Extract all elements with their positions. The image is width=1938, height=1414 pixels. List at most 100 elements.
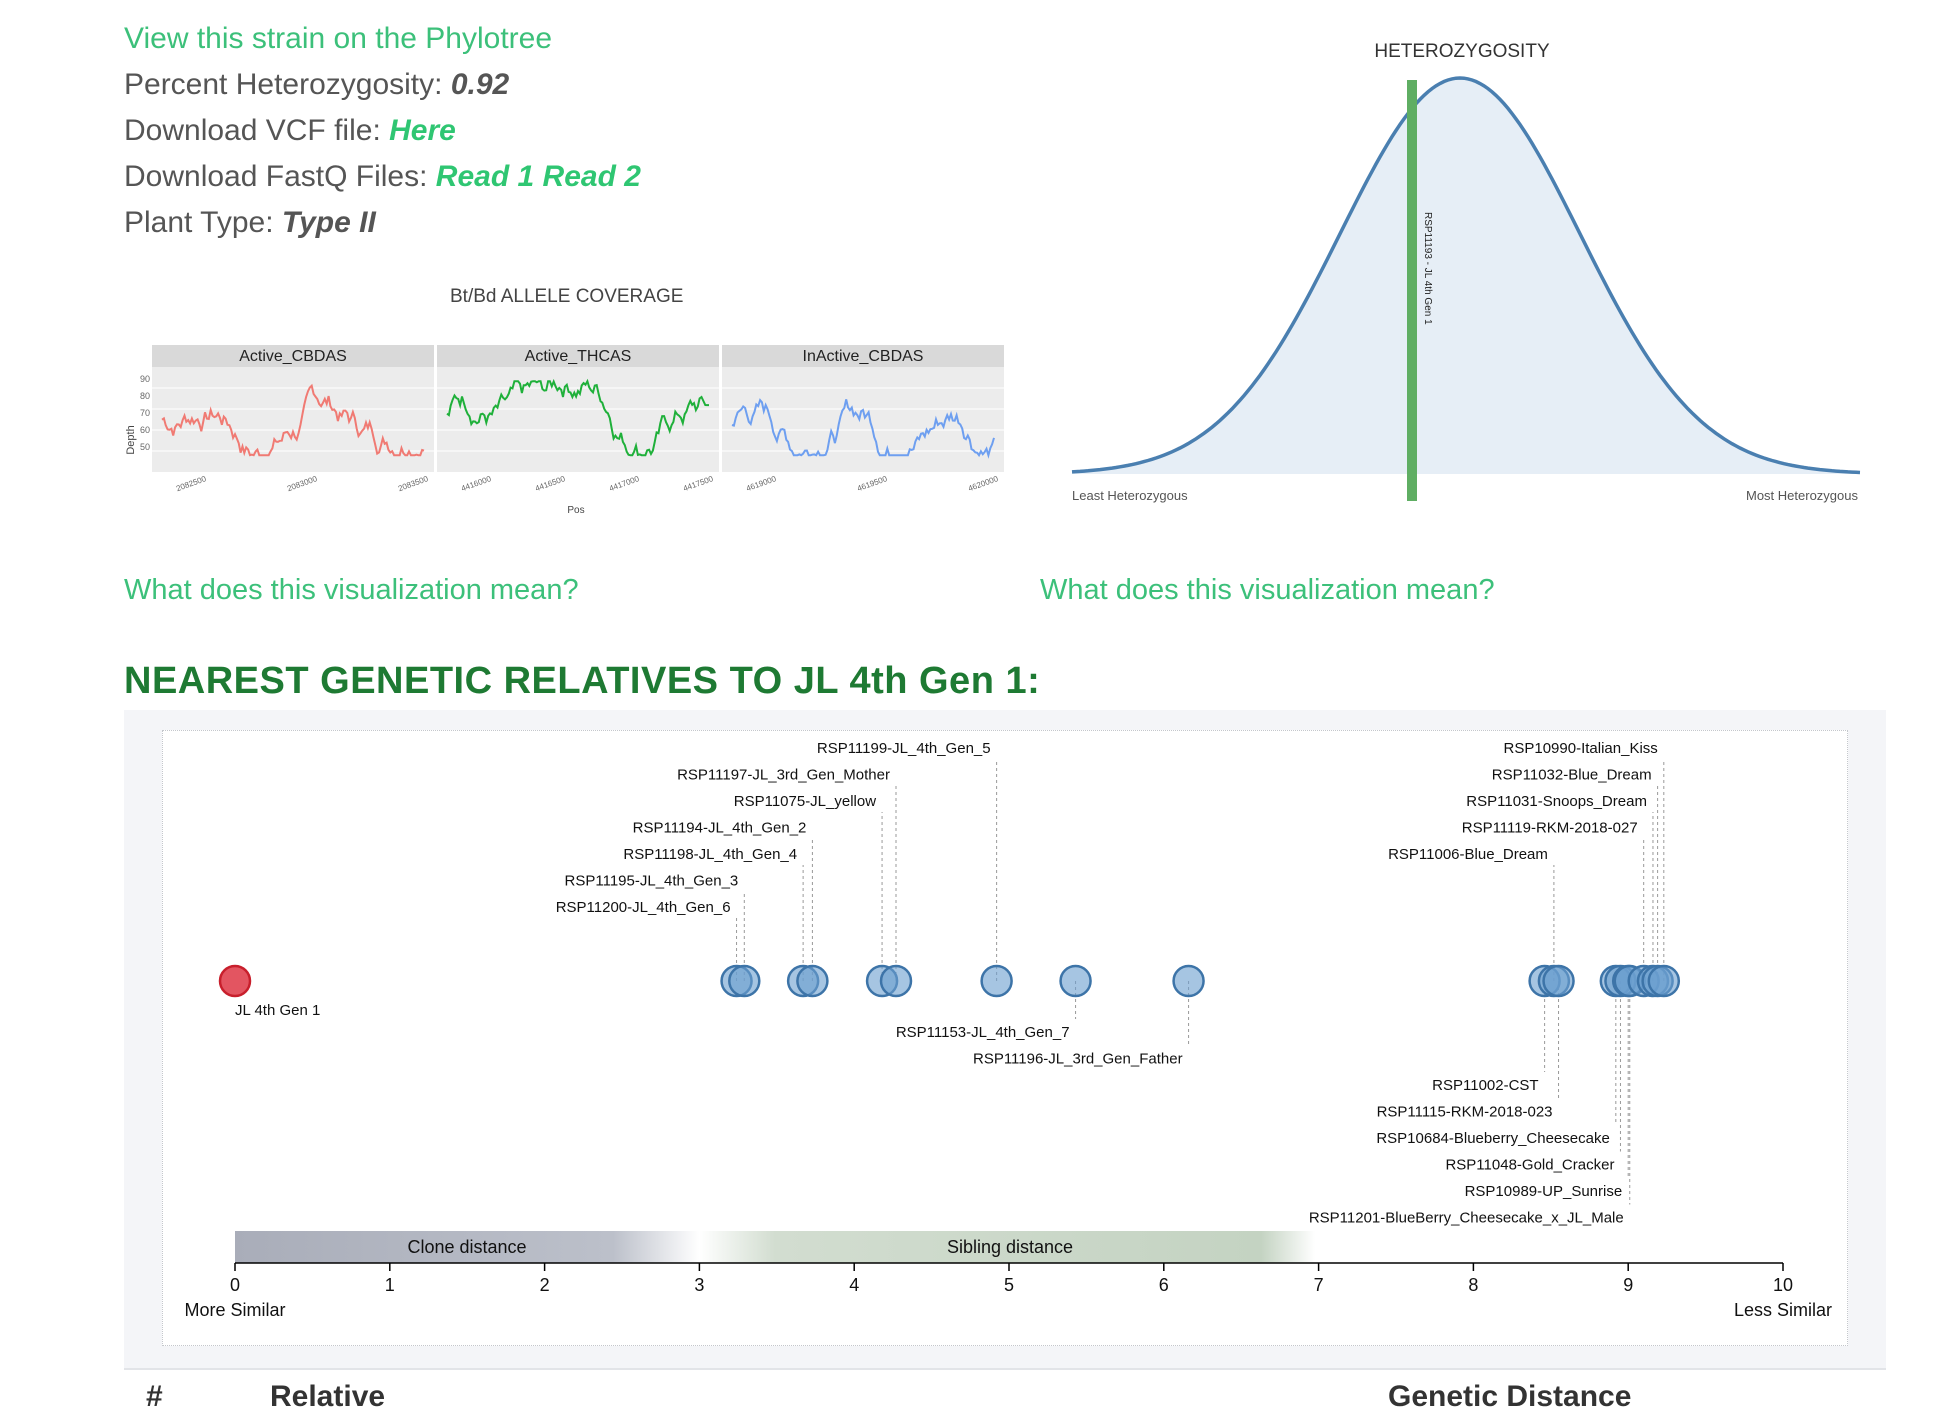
fastq-read1-link[interactable]: Read 1 (435, 160, 535, 193)
vcf-label: Download VCF file: (124, 114, 381, 147)
coverage-y-ticks: 90 80 70 60 50 (140, 374, 150, 452)
coverage-title: Bt/Bd ALLELE COVERAGE (450, 286, 684, 307)
relative-point-label: RSP11198-JL_4th_Gen_4 (623, 846, 797, 863)
heterozygosity-chart: HETEROZYGOSITY RSP11193 - JL 4th Gen 1 L… (1071, 41, 1861, 503)
reference-point-label: JL 4th Gen 1 (235, 1002, 320, 1019)
vcf-row: Download VCF file: Here (124, 114, 456, 148)
relative-point-label: RSP10990-Italian_Kiss (1504, 740, 1658, 757)
heterozygosity-value: 0.92 (450, 68, 510, 101)
phylotree-link[interactable]: View this strain on the Phylotree (124, 22, 553, 55)
leader-lines (736, 759, 1665, 1205)
relative-point-label: RSP11201-BlueBerry_Cheesecake_x_JL_Male (1309, 1210, 1624, 1227)
coverage-panel-strip (437, 345, 719, 367)
coverage-series-line (161, 383, 425, 457)
relative-point-label: RSP11119-RKM-2018-027 (1462, 820, 1638, 837)
x-tick-label: 0 (230, 1275, 240, 1295)
x-tick-label: 9 (1623, 1275, 1633, 1295)
bell-curve-line (1071, 76, 1861, 475)
coverage-panel-plot (152, 367, 434, 472)
relative-point[interactable] (1542, 964, 1575, 998)
relative-point[interactable] (1172, 964, 1205, 998)
table-top-rule (124, 1368, 1886, 1370)
more-similar-label: More Similar (184, 1300, 285, 1320)
fastq-read2-link[interactable]: Read 2 (542, 160, 641, 193)
coverage-x-tick: 2083500 (397, 474, 430, 493)
coverage-y-label: Depth (125, 425, 137, 454)
relative-point-label: RSP11197-JL_3rd_Gen_Mother (677, 767, 890, 784)
relative-point-label: RSP11195-JL_4th_Gen_3 (565, 873, 739, 890)
fastq-row: Download FastQ Files: Read 1 Read 2 (124, 160, 641, 194)
sibling-distance-label: Sibling distance (947, 1237, 1073, 1257)
relative-point[interactable] (980, 964, 1013, 998)
coverage-panel-title: Active_THCAS (525, 348, 632, 365)
table-header-index: # (146, 1380, 163, 1413)
coverage-x-tick: 4417000 (608, 474, 641, 493)
relative-point[interactable] (728, 964, 761, 998)
heterozygosity-label: Percent Heterozygosity: (124, 68, 443, 101)
coverage-series-line (731, 398, 995, 459)
coverage-series-line (446, 378, 709, 457)
coverage-panel-strip (152, 345, 434, 367)
coverage-panels: Active_CBDAS 2082500 2083000 2083500 Active_… (152, 345, 1004, 493)
less-similar-label: Less Similar (1734, 1300, 1832, 1320)
x-tick-label: 1 (385, 1275, 395, 1295)
coverage-x-tick: 2083000 (286, 474, 319, 493)
y-tick: 90 (140, 374, 150, 384)
visualization-help-link-left[interactable]: What does this visualization mean? (124, 574, 579, 606)
relative-point-label: RSP11002-CST (1432, 1077, 1538, 1094)
relative-point[interactable] (1647, 964, 1681, 998)
x-axis-ticks: 0 1 2 3 4 5 6 7 8 9 10 (230, 1263, 1793, 1295)
coverage-x-tick: 4619500 (856, 474, 889, 493)
relative-point[interactable] (796, 964, 829, 998)
relative-point-label: RSP10684-Blueberry_Cheesecake (1376, 1130, 1609, 1147)
relative-point-label: RSP11006-Blue_Dream (1388, 846, 1548, 863)
x-tick-label: 4 (849, 1275, 859, 1295)
coverage-panel-plot (437, 367, 719, 472)
coverage-x-label: Pos (567, 505, 584, 516)
y-tick: 60 (140, 425, 150, 435)
relative-point-label: RSP11031-Snoops_Dream (1466, 793, 1647, 810)
heterozygosity-row: Percent Heterozygosity: 0.92 (124, 68, 509, 102)
x-tick-label: 3 (694, 1275, 704, 1295)
x-tick-label: 6 (1159, 1275, 1169, 1295)
coverage-x-tick: 4416000 (460, 474, 493, 493)
relative-point-label: RSP11048-Gold_Cracker (1445, 1157, 1614, 1174)
heterozygosity-marker-label: RSP11193 - JL 4th Gen 1 (1422, 212, 1433, 325)
relative-point-label: RSP11115-RKM-2018-023 (1377, 1104, 1553, 1121)
coverage-x-tick: 2082500 (175, 474, 208, 493)
coverage-panel-title: InActive_CBDAS (803, 348, 924, 365)
relatives-distance-chart: Clone distance Sibling distance 0 1 2 3 4 5 6 7… (184, 740, 1832, 1320)
plant-type-label: Plant Type: (124, 206, 274, 239)
coverage-x-tick: 4619000 (745, 474, 778, 493)
most-heterozygous-label: Most Heterozygous (1746, 488, 1858, 503)
plant-type-value: Type II (281, 206, 376, 239)
relatives-panel: Clone distance Sibling distance 0 1 2 3 4 5 6 7… (124, 710, 1886, 1368)
coverage-panel-strip (722, 345, 1004, 367)
relative-point[interactable] (1059, 964, 1092, 998)
x-tick-label: 8 (1468, 1275, 1478, 1295)
relative-point-label: RSP11196-JL_3rd_Gen_Father (973, 1051, 1183, 1068)
relative-labels: JL 4th Gen 1 RSP11200-JL_4th_Gen_6 RSP1119… (235, 740, 1658, 1227)
relative-points (218, 964, 1681, 998)
x-tick-label: 5 (1004, 1275, 1014, 1295)
heterozygosity-chart-title: HETEROZYGOSITY (1374, 41, 1550, 62)
y-tick: 50 (140, 442, 150, 452)
relative-point-label: RSP11032-Blue_Dream (1492, 767, 1652, 784)
table-header-distance: Genetic Distance (1388, 1380, 1632, 1413)
bell-curve-area (1072, 78, 1860, 474)
coverage-x-tick: 4416500 (534, 474, 567, 493)
relative-point-label: RSP11194-JL_4th_Gen_2 (633, 820, 807, 837)
vcf-download-link[interactable]: Here (389, 114, 456, 147)
coverage-panel-title: Active_CBDAS (239, 348, 347, 365)
visualization-help-link-right[interactable]: What does this visualization mean? (1040, 574, 1495, 606)
y-tick: 80 (140, 391, 150, 401)
relative-point-label: RSP10989-UP_Sunrise (1465, 1183, 1623, 1200)
relative-point-label: RSP11199-JL_4th_Gen_5 (817, 740, 991, 757)
reference-point[interactable] (218, 964, 252, 998)
least-heterozygous-label: Least Heterozygous (1072, 488, 1188, 503)
x-tick-label: 10 (1773, 1275, 1793, 1295)
relative-point-label: RSP11075-JL_yellow (734, 793, 876, 810)
coverage-x-tick: 4417500 (682, 474, 715, 493)
relative-point-label: RSP11200-JL_4th_Gen_6 (556, 899, 731, 916)
relative-point[interactable] (879, 964, 913, 998)
